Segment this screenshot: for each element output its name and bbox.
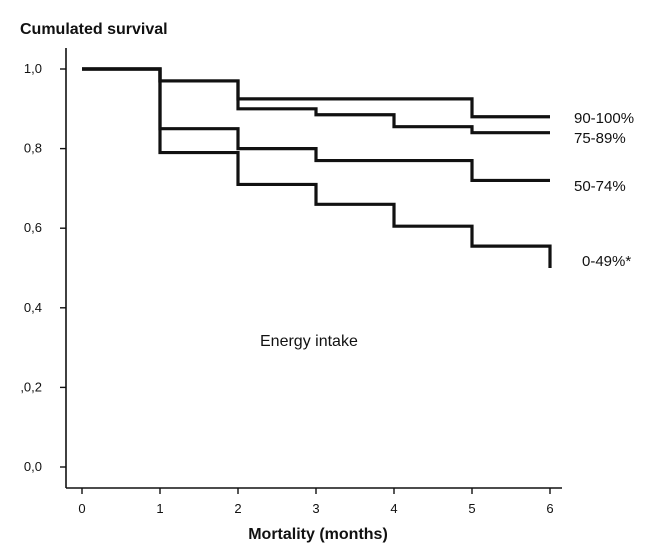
x-tick-label: 1 [156,501,163,516]
y-axis-ticks: 0,0 ,0,2 0,4 0,6 0,8 1,0 [20,61,66,474]
y-tick-label: ,0,2 [20,379,42,394]
y-tick-label: 0,0 [24,459,42,474]
series-label: 75-89% [574,130,626,147]
series-label: 0-49%* [582,253,631,270]
survival-curve-0-49 [82,67,552,268]
x-axis-ticks: 0 1 2 3 4 5 6 [78,488,554,516]
y-axis-title: Cumulated survival [20,21,168,38]
y-tick-label: 1,0 [24,61,42,76]
x-tick-label: 3 [312,501,319,516]
x-tick-label: 5 [468,501,475,516]
survival-curve-50-74 [82,67,550,183]
x-tick-label: 6 [546,501,553,516]
survival-curve-75-89 [82,67,550,135]
y-tick-label: 0,6 [24,220,42,235]
y-tick-label: 0,8 [24,141,42,156]
energy-intake-annotation: Energy intake [260,333,358,350]
series-label: 90-100% [574,110,634,127]
x-axis-title: Mortality (months) [248,526,388,543]
series-label: 50-74% [574,178,626,195]
survival-curves [82,67,552,268]
x-tick-label: 4 [390,501,397,516]
x-tick-label: 0 [78,501,85,516]
series-labels: 90-100% 75-89% 50-74% 0-49%* [574,110,634,270]
x-tick-label: 2 [234,501,241,516]
y-tick-label: 0,4 [24,300,42,315]
